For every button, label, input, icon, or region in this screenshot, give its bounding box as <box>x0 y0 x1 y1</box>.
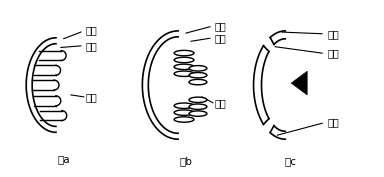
Ellipse shape <box>189 104 207 109</box>
Ellipse shape <box>189 97 207 102</box>
Ellipse shape <box>174 64 194 70</box>
Text: 外膜: 外膜 <box>86 25 98 35</box>
Text: 基质: 基质 <box>86 92 98 102</box>
Ellipse shape <box>174 71 194 76</box>
Text: 图a: 图a <box>58 154 70 164</box>
Text: 内膜: 内膜 <box>215 33 227 43</box>
Ellipse shape <box>189 66 207 71</box>
Text: 内膜: 内膜 <box>327 48 339 59</box>
Ellipse shape <box>174 103 194 109</box>
Ellipse shape <box>189 73 207 78</box>
Ellipse shape <box>174 57 194 63</box>
Ellipse shape <box>174 110 194 115</box>
Text: 外膜: 外膜 <box>327 29 339 39</box>
Text: 外膜: 外膜 <box>215 21 227 31</box>
Ellipse shape <box>174 117 194 122</box>
Text: 内膜: 内膜 <box>86 41 98 51</box>
Text: 图c: 图c <box>284 156 296 166</box>
Polygon shape <box>291 71 307 95</box>
Text: 图b: 图b <box>180 156 192 166</box>
Ellipse shape <box>189 111 207 116</box>
Text: 基质: 基质 <box>215 98 227 108</box>
Ellipse shape <box>189 79 207 85</box>
Ellipse shape <box>174 50 194 56</box>
Text: 孔道: 孔道 <box>327 118 339 127</box>
